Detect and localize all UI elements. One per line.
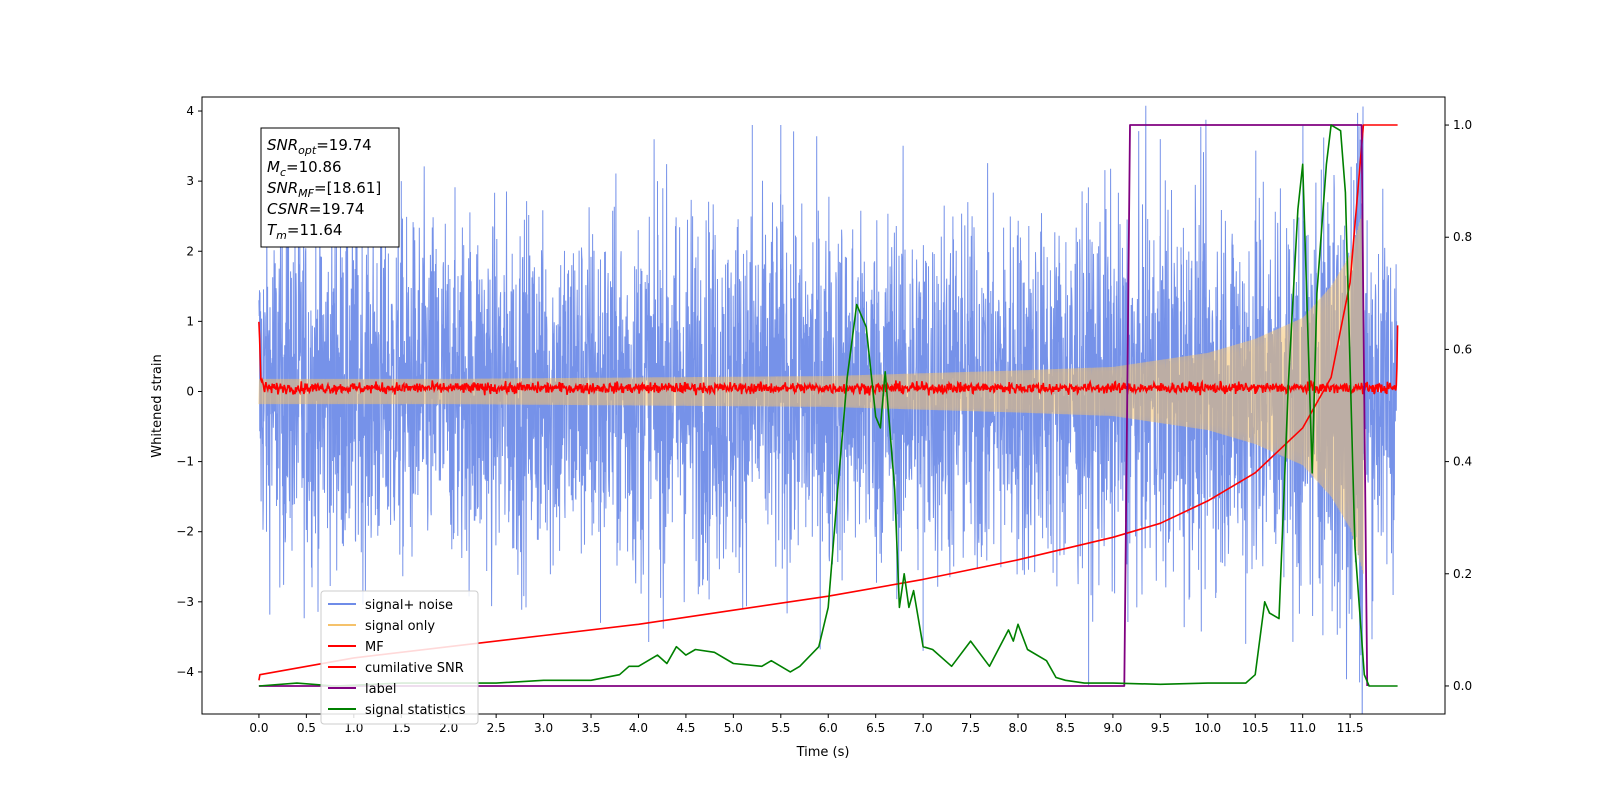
legend: signal+ noise signal only MF cumilative …: [320, 590, 479, 725]
x-tick-label: 9.5: [1151, 721, 1170, 735]
y2-tick-label: 1.0: [1453, 118, 1472, 132]
x-axis: 0.0 0.5 1.0 1.5 2.0 2.5 3.0 3.5 4.0 4.5 5.0 5.5 6.0 6…: [249, 714, 1363, 735]
y-axis-left: −4 −3 −2 −1 0 1 2 3 4: [176, 104, 202, 679]
x-tick-label: 5.0: [724, 721, 743, 735]
y-axis-label: Whitened strain: [150, 354, 165, 457]
y-tick-label: −1: [176, 455, 194, 469]
legend-item-label: label: [365, 682, 396, 697]
x-tick-label: 4.0: [629, 721, 648, 735]
annotation-mc: Mc=10.86: [267, 158, 342, 179]
y-tick-label: −2: [176, 525, 194, 539]
x-tick-label: 10.0: [1194, 721, 1221, 735]
legend-item-mf: MF: [365, 640, 384, 655]
series-signal-statistics: [258, 124, 1398, 687]
x-tick-label: 0.5: [297, 721, 316, 735]
x-tick-label: 10.5: [1242, 721, 1269, 735]
x-tick-label: 8.0: [1008, 721, 1027, 735]
x-tick-label: 6.0: [819, 721, 838, 735]
x-tick-label: 9.0: [1103, 721, 1122, 735]
annotation-csnr: CSNR=19.74: [267, 200, 364, 218]
legend-item-signal-only: signal only: [365, 619, 435, 634]
annotation-tm: Tm=11.64: [267, 221, 342, 242]
y2-tick-label: 0.8: [1453, 230, 1472, 244]
series-label: [258, 124, 1369, 687]
y2-tick-label: 0.0: [1453, 679, 1472, 693]
x-tick-label: 2.5: [487, 721, 506, 735]
legend-item-cumilative-snr: cumilative SNR: [365, 661, 464, 676]
y2-tick-label: 0.2: [1453, 567, 1472, 581]
y-tick-label: 4: [186, 104, 194, 118]
y2-tick-label: 0.6: [1453, 342, 1472, 356]
y2-tick-label: 0.4: [1453, 455, 1472, 469]
x-tick-label: 3.0: [534, 721, 553, 735]
x-tick-label: 5.5: [771, 721, 790, 735]
x-tick-label: 11.5: [1337, 721, 1364, 735]
y-tick-label: 2: [186, 244, 194, 258]
y-tick-label: 0: [186, 384, 194, 398]
x-axis-label: Time (s): [796, 745, 850, 760]
y-tick-label: −4: [176, 665, 194, 679]
x-tick-label: 0.0: [249, 721, 268, 735]
y-axis-right: 0.0 0.2 0.4 0.6 0.8 1.0: [1445, 118, 1472, 693]
annotation-snr-mf: SNRMF=[18.61]: [267, 179, 381, 200]
x-tick-label: 8.5: [1056, 721, 1075, 735]
x-tick-label: 7.5: [961, 721, 980, 735]
y-tick-label: 1: [186, 314, 194, 328]
x-tick-label: 7.0: [914, 721, 933, 735]
x-tick-label: 6.5: [866, 721, 885, 735]
series-signal-noise: [258, 105, 1398, 714]
x-tick-label: 3.5: [581, 721, 600, 735]
legend-item-signal-statistics: signal statistics: [365, 703, 466, 718]
annotation-snr-opt: SNRopt=19.74: [267, 136, 372, 157]
axes-frame: [201, 96, 1446, 715]
x-tick-label: 4.5: [676, 721, 695, 735]
x-tick-label: 11.0: [1289, 721, 1316, 735]
legend-item-signal-noise: signal+ noise: [365, 598, 453, 613]
y-tick-label: 3: [186, 174, 194, 188]
annotation-box: SNRopt=19.74 Mc=10.86 SNRMF=[18.61] CSNR…: [260, 127, 400, 248]
y-tick-label: −3: [176, 595, 194, 609]
series-mf: [258, 321, 1399, 396]
